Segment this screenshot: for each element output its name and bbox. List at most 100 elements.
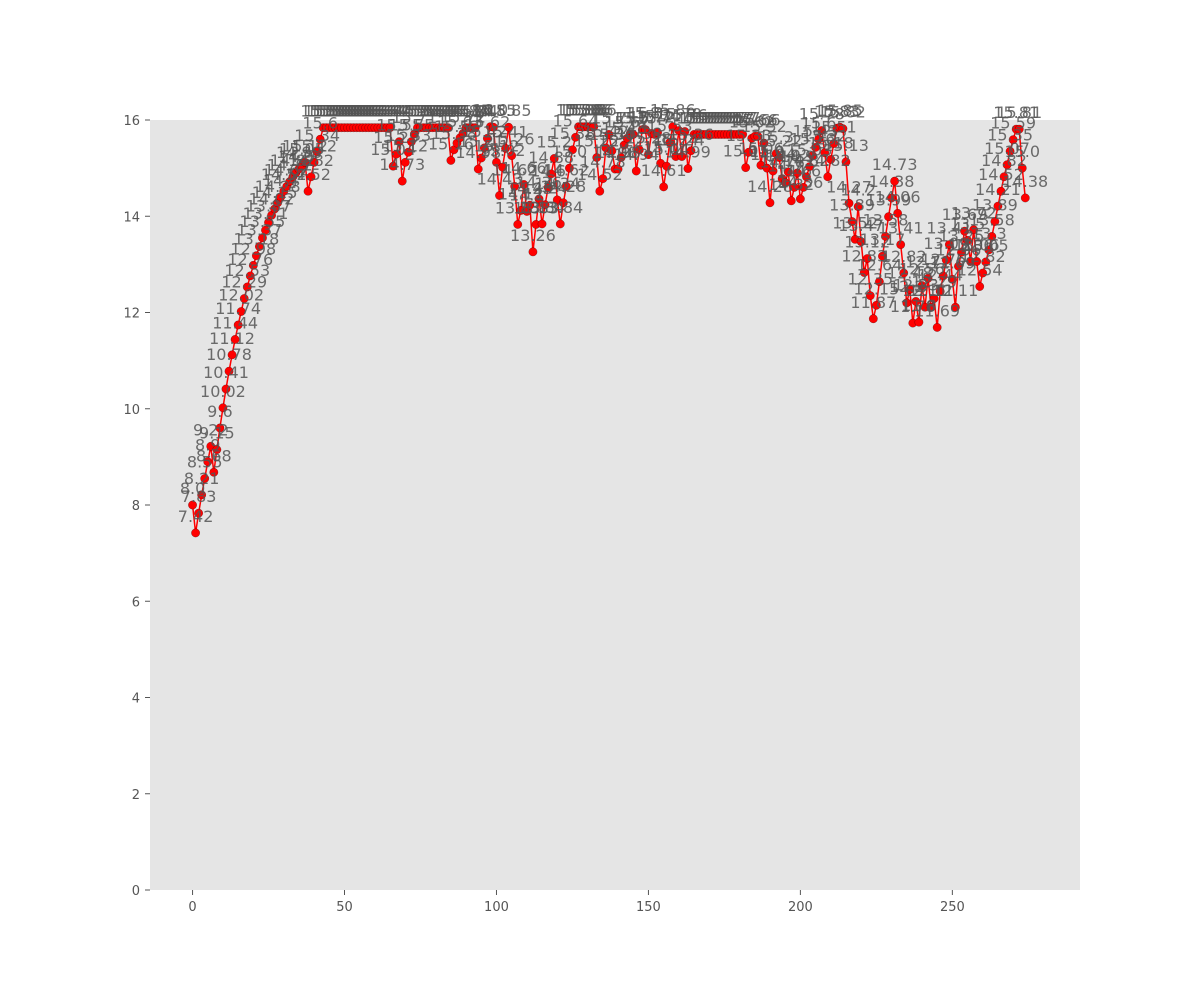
data-point [598,174,608,184]
data-point [917,281,927,290]
data-label: 15.84 [446,102,492,121]
data-point [859,268,869,278]
data-point [488,122,498,132]
data-point [984,245,994,255]
data-label: 15.74 [635,107,681,126]
data-label: 15.55 [376,116,422,135]
data-label: 14.43 [477,170,523,189]
data-label: 13.99 [866,191,912,210]
data-label: 15.12 [282,136,328,155]
data-label: 15.7 [713,108,749,127]
data-label: 10.02 [200,382,246,401]
data-point [829,139,839,149]
data-label: 15.7 [615,108,651,127]
data-label: 13.89 [972,196,1018,215]
data-point [887,193,897,203]
data-label: 15.04 [644,140,690,159]
y-tick-label: 12 [123,307,140,322]
data-point [607,146,617,156]
data-point [932,322,942,332]
data-point [820,148,830,158]
data-label: 14.73 [872,155,918,174]
data-label: 12.11 [902,281,948,300]
data-label: 15.53 [647,117,693,136]
data-point [823,172,833,182]
data-label: 14.1 [509,185,545,204]
data-point [802,172,811,182]
data-point [628,129,638,139]
data-label: 15.84 [358,102,404,121]
data-label: 14.6 [530,161,566,180]
data-label: 15.01 [723,142,769,161]
data-label: 12.64 [857,256,903,275]
data-label: 15.3 [758,128,794,147]
data-point [975,282,985,291]
data-label: 13.18 [233,230,279,249]
data-point [194,508,204,518]
data-label: 15.85 [817,101,863,120]
x-tick-label: 0 [188,900,196,915]
data-point [978,268,988,278]
data-label: 14.36 [516,173,562,192]
data-label: 15.24 [659,131,705,150]
data-label: 15.02 [480,141,526,160]
data-point [817,126,827,136]
data-label: 14.66 [501,158,547,177]
data-label: 15.7 [685,108,721,127]
data-point [203,457,213,467]
data-point [878,251,887,261]
data-label: 15.84 [449,102,495,121]
data-label: 15.85 [471,101,517,120]
data-label: 15.48 [601,119,647,138]
x-axis: 0 50 100 150 200 250 [188,890,965,915]
data-label: 15.84 [364,102,410,121]
data-label: 14.82 [981,151,1027,170]
data-point [534,194,544,204]
data-label: 14.61 [641,161,687,180]
data-label: 15.84 [306,102,352,121]
data-point [221,384,231,394]
data-label: 15.2 [536,133,572,152]
data-point [941,255,951,265]
data-point [634,145,644,155]
data-label: 12.56 [899,260,945,279]
data-label: 14.52 [978,165,1024,184]
data-point [1002,160,1012,170]
data-point [546,169,556,179]
data-label: 13.72 [951,204,997,223]
data-point [218,403,228,413]
data-point [759,138,769,148]
data-point [938,271,948,281]
y-tick-label: 6 [132,595,140,610]
data-point [957,247,966,257]
data-label: 14.6 [776,161,812,180]
data-label: 12.82 [960,247,1006,266]
data-point [528,247,538,257]
data-label: 14.94 [750,145,796,164]
data-point [993,201,1003,211]
data-label: 15.35 [987,125,1033,144]
data-label: 12.96 [936,240,982,259]
data-label: 14.32 [768,175,814,194]
data-label: 15.84 [355,102,401,121]
data-label: 13.37 [237,221,283,240]
data-point [242,282,252,292]
data-label: 15.42 [583,122,629,141]
data-label: 13.69 [942,205,988,224]
data-label: 15.86 [562,101,608,120]
data-label: 15.86 [650,101,696,120]
data-label: 15.84 [367,102,413,121]
data-label: 15.85 [486,101,532,120]
data-point [224,366,234,376]
data-point [871,300,881,310]
data-label: 15.64 [553,111,599,130]
data-point [1014,124,1024,134]
data-label: 15.29 [373,128,419,147]
data-point [507,151,517,161]
data-label: 13.58 [969,210,1015,229]
data-label: 8.68 [196,446,232,465]
data-label: 14.78 [580,153,626,172]
data-label: 15.7 [612,108,648,127]
data-label: 15.83 [814,102,860,121]
